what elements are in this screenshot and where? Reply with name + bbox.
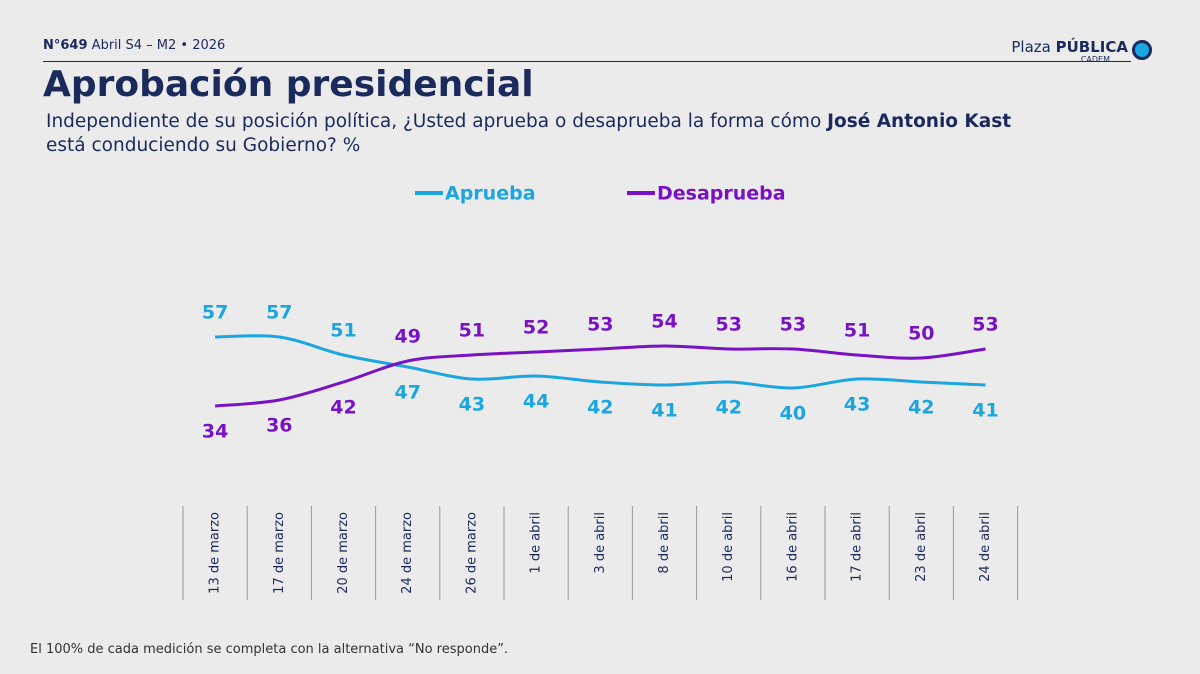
data-label: 34 <box>202 421 228 443</box>
data-label: 53 <box>780 314 806 336</box>
x-tick-label: 8 de abril <box>657 512 672 574</box>
legend-label: Aprueba <box>445 183 536 205</box>
series-line <box>215 334 986 390</box>
data-label: 43 <box>844 394 870 416</box>
data-label: 50 <box>908 323 934 345</box>
legend-label: Desaprueba <box>657 183 786 205</box>
data-label: 41 <box>651 400 677 422</box>
x-tick-label: 26 de marzo <box>464 512 479 594</box>
logo-icon <box>1132 40 1152 60</box>
data-label: 54 <box>651 311 677 333</box>
data-label: 40 <box>780 403 806 425</box>
data-label: 53 <box>972 314 998 336</box>
subtitle-bold: José Antonio Kast <box>827 111 1012 132</box>
x-tick-label: 23 de abril <box>914 512 929 582</box>
subtitle: Independiente de su posición política, ¿… <box>46 110 1011 158</box>
data-label: 47 <box>394 382 420 404</box>
data-label: 42 <box>587 397 613 419</box>
x-tick-label: 17 de marzo <box>272 512 287 594</box>
data-label: 51 <box>459 320 485 342</box>
x-tick-label: 20 de marzo <box>336 512 351 594</box>
series-line <box>214 344 986 408</box>
header-rule <box>43 61 1131 62</box>
logo: Plaza PÚBLICA CADEM <box>1011 40 1128 65</box>
subtitle-part: está conduciendo su Gobierno? % <box>46 135 361 156</box>
x-tick-label: 24 de marzo <box>400 512 415 594</box>
data-label: 36 <box>266 415 292 437</box>
data-label: 42 <box>330 397 356 419</box>
edition-line: N°649 Abril S4 – M2 • 2026 <box>43 38 225 53</box>
logo-text: Plaza <box>1011 38 1051 56</box>
x-tick-label: 10 de abril <box>721 512 736 582</box>
x-tick-label: 1 de abril <box>529 512 544 574</box>
x-tick-label: 24 de abril <box>978 512 993 582</box>
data-label: 57 <box>266 302 292 324</box>
x-tick-label: 3 de abril <box>593 512 608 574</box>
data-label: 44 <box>523 391 549 413</box>
data-label: 52 <box>523 317 549 339</box>
subtitle-part: Independiente de su posición política, ¿… <box>46 111 828 132</box>
data-label: 49 <box>394 326 420 348</box>
data-label: 51 <box>844 320 870 342</box>
data-label: 42 <box>908 397 934 419</box>
data-label: 43 <box>459 394 485 416</box>
data-label: 51 <box>330 320 356 342</box>
footnote: El 100% de cada medición se completa con… <box>30 642 509 657</box>
edition-number: N°649 <box>43 38 88 53</box>
data-label: 53 <box>715 314 741 336</box>
edition: Abril S4 – M2 • 2026 <box>91 38 226 53</box>
logo-bold: PÚBLICA <box>1055 38 1128 56</box>
data-label: 42 <box>715 397 741 419</box>
data-label: 53 <box>587 314 613 336</box>
logo-sub: CADEM <box>1080 55 1110 64</box>
x-tick-label: 16 de abril <box>785 512 800 582</box>
x-tick-label: 17 de abril <box>850 512 865 582</box>
data-label: 41 <box>972 400 998 422</box>
x-tick-label: 13 de marzo <box>208 512 223 594</box>
title: Aprobación presidencial <box>43 64 534 105</box>
data-label: 57 <box>202 302 228 324</box>
